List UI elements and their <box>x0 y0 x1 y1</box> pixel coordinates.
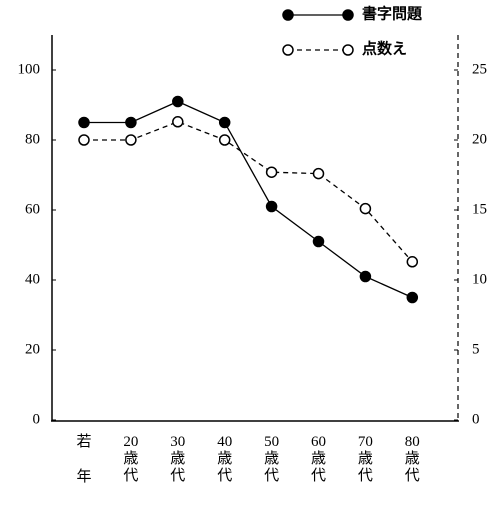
x-tick-label: 70 歳代 <box>358 434 373 484</box>
legend-label: 書字問題 <box>362 4 423 22</box>
point <box>125 116 137 129</box>
x-tick-label: 80 歳代 <box>405 434 420 484</box>
point <box>312 235 325 248</box>
x-tick-label: 40 歳代 <box>217 434 232 484</box>
y-tick-label: 80 <box>25 131 40 147</box>
y-tick-label: 20 <box>25 341 40 357</box>
point <box>312 167 325 180</box>
y2-tick-label: 0 <box>472 411 480 427</box>
line-series <box>84 121 413 263</box>
y2-tick-label: 25 <box>472 61 487 77</box>
legend-marker <box>342 44 354 56</box>
point <box>406 291 419 304</box>
y-tick-label: 0 <box>33 411 41 427</box>
x-tick-label: 60 歳代 <box>311 434 326 484</box>
y-tick-label: 100 <box>18 61 41 77</box>
point <box>218 134 231 146</box>
x-tick-label: 30 歳代 <box>170 434 185 484</box>
point <box>125 134 137 146</box>
y2-tick-label: 15 <box>472 201 487 217</box>
x-tick-label: 20 歳代 <box>123 434 138 484</box>
point <box>172 116 184 128</box>
y2-tick-label: 5 <box>472 341 480 357</box>
point <box>265 166 278 178</box>
point <box>359 202 372 215</box>
x-tick-label: 50 歳代 <box>264 434 279 484</box>
point <box>218 116 231 129</box>
legend-marker <box>342 9 354 21</box>
point <box>265 200 278 213</box>
legend-label: 点数え <box>362 39 407 57</box>
legend-marker <box>282 9 294 21</box>
point <box>172 95 184 108</box>
point <box>406 256 419 268</box>
legend-marker <box>282 44 294 56</box>
point <box>78 134 90 146</box>
point <box>359 270 372 283</box>
y2-tick-label: 10 <box>472 271 487 287</box>
line-series <box>84 100 413 299</box>
x-tick-label: 若年 <box>76 433 91 485</box>
point <box>78 116 90 129</box>
y-tick-label: 60 <box>25 201 40 217</box>
y2-tick-label: 20 <box>472 131 487 147</box>
y-tick-label: 40 <box>25 271 40 287</box>
